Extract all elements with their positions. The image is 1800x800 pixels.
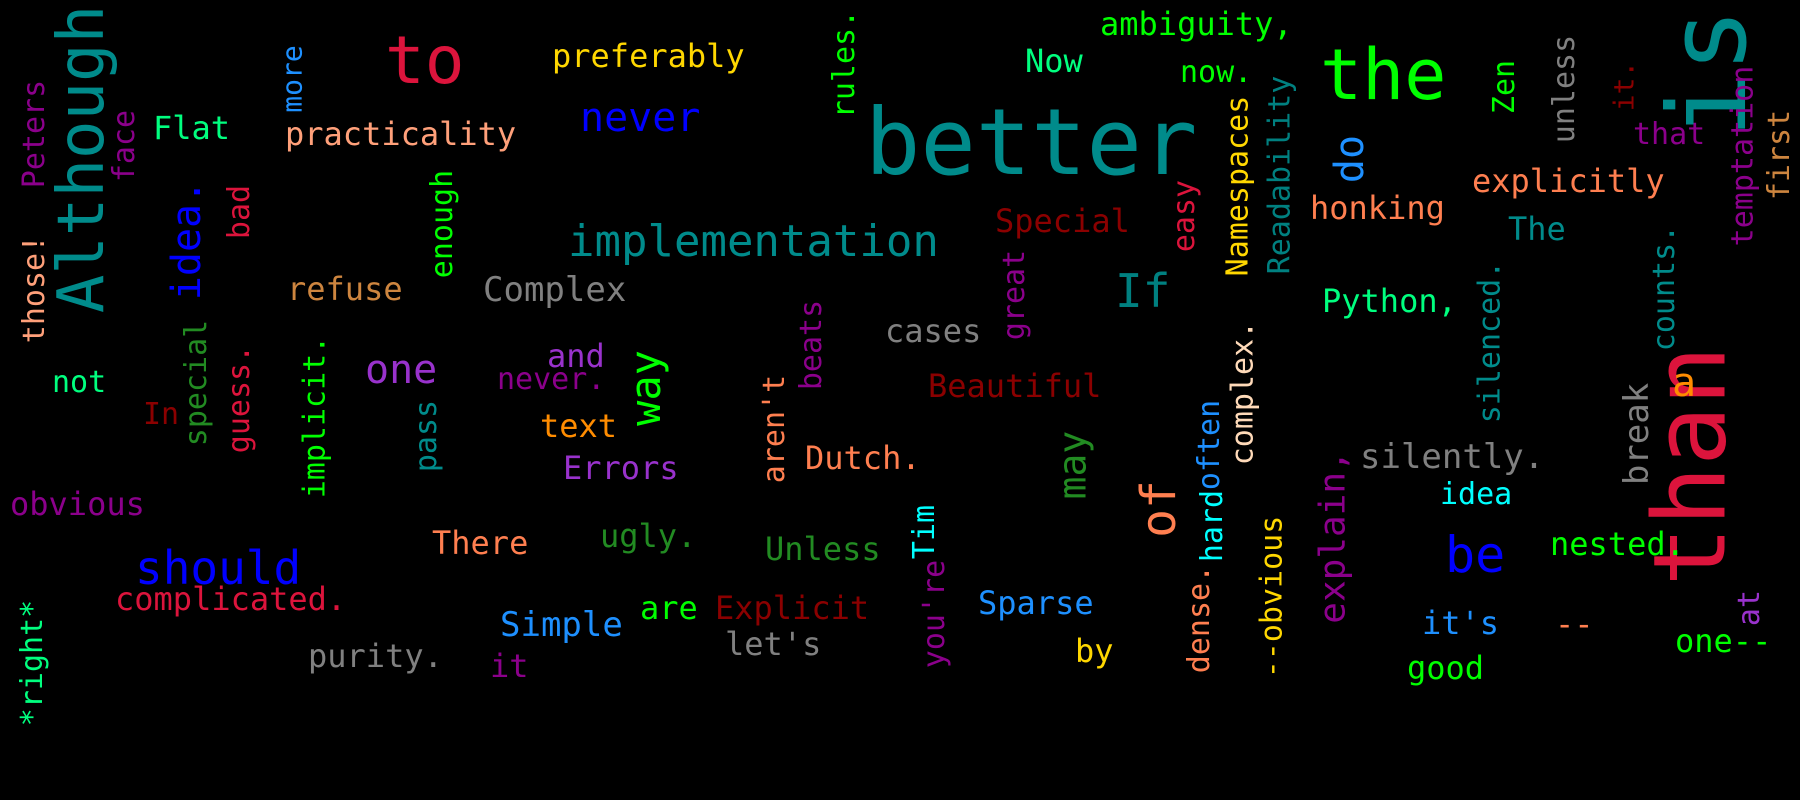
word-27: unless bbox=[1547, 34, 1583, 144]
word-81: implicit. bbox=[296, 335, 332, 498]
word-53: Unless bbox=[765, 530, 881, 568]
word-41: hard bbox=[1195, 489, 1231, 563]
word-36: silently. bbox=[1360, 437, 1545, 477]
word-30: temptation bbox=[1724, 65, 1760, 246]
word-75: enough bbox=[425, 169, 461, 279]
word-23: honking bbox=[1310, 189, 1445, 227]
word-77: Complex bbox=[483, 270, 627, 310]
word-63: easy bbox=[1167, 179, 1203, 253]
word-42: --obvious bbox=[1253, 515, 1289, 678]
word-91: complicated. bbox=[115, 580, 347, 618]
word-3: the bbox=[1320, 34, 1447, 116]
word-61: cases bbox=[885, 312, 982, 350]
word-82: pass bbox=[409, 399, 445, 473]
word-0: better bbox=[865, 89, 1198, 196]
word-39: complex. bbox=[1224, 320, 1260, 465]
word-7: of bbox=[1130, 480, 1187, 538]
word-88: In bbox=[143, 397, 180, 432]
word-37: idea bbox=[1440, 477, 1513, 512]
word-28: it. bbox=[1606, 60, 1640, 111]
word-87: not bbox=[52, 365, 107, 400]
word-89: obvious bbox=[10, 485, 145, 523]
word-48: good bbox=[1407, 649, 1485, 687]
word-15: idea. bbox=[164, 179, 211, 301]
word-32: counts. bbox=[1647, 224, 1683, 352]
word-10: never bbox=[580, 95, 701, 141]
word-93: Simple bbox=[500, 605, 623, 645]
word-16: Namespaces bbox=[1219, 95, 1255, 276]
word-29: that bbox=[1633, 117, 1706, 152]
word-65: Now bbox=[1025, 42, 1083, 80]
word-72: face bbox=[107, 109, 143, 183]
word-47: at bbox=[1732, 589, 1768, 627]
word-38: nested. bbox=[1550, 525, 1685, 563]
word-52: Tim bbox=[907, 504, 943, 560]
word-49: by bbox=[1075, 632, 1114, 670]
word-44: it's bbox=[1422, 604, 1500, 642]
word-83: and bbox=[547, 337, 605, 375]
word-26: Zen bbox=[1487, 59, 1523, 115]
word-59: aren't bbox=[757, 374, 793, 484]
word-78: those! bbox=[17, 234, 53, 344]
word-80: guess. bbox=[222, 344, 258, 454]
word-46: one-- bbox=[1675, 622, 1772, 660]
word-34: break bbox=[1617, 382, 1658, 486]
word-70: more bbox=[275, 44, 309, 113]
word-19: may bbox=[1049, 430, 1094, 499]
word-94: purity. bbox=[308, 637, 443, 675]
word-64: ambiguity, bbox=[1100, 5, 1293, 43]
word-45: -- bbox=[1555, 605, 1594, 643]
word-50: Sparse bbox=[978, 584, 1094, 622]
word-5: to bbox=[385, 22, 465, 99]
word-43: dense. bbox=[1182, 564, 1218, 674]
word-14: way bbox=[620, 350, 670, 426]
word-12: one bbox=[365, 347, 438, 393]
word-69: practicality bbox=[285, 115, 517, 153]
word-9: be bbox=[1445, 526, 1506, 584]
word-85: text bbox=[540, 407, 618, 445]
word-79: special bbox=[179, 319, 215, 447]
word-66: now. bbox=[1180, 55, 1253, 90]
word-17: Readability bbox=[1261, 75, 1297, 274]
word-20: Beautiful bbox=[928, 367, 1102, 405]
word-90: *right* bbox=[15, 599, 51, 727]
word-31: first bbox=[1762, 109, 1798, 201]
word-62: great bbox=[997, 249, 1033, 341]
word-25: The bbox=[1508, 210, 1566, 248]
word-86: Errors bbox=[563, 449, 679, 487]
word-60: beats bbox=[794, 299, 830, 391]
word-56: are bbox=[640, 589, 698, 627]
word-57: ugly. bbox=[600, 517, 697, 555]
word-95: it bbox=[490, 647, 529, 685]
word-21: Special bbox=[995, 202, 1130, 240]
word-8: should bbox=[135, 541, 302, 595]
word-74: bad bbox=[222, 184, 258, 240]
word-4: Although bbox=[45, 4, 120, 314]
word-58: Dutch. bbox=[805, 439, 921, 477]
word-6: implementation bbox=[568, 216, 939, 267]
word-40: often bbox=[1192, 399, 1228, 491]
word-54: Explicit bbox=[715, 589, 870, 627]
word-68: preferably bbox=[552, 37, 745, 75]
word-22: explicitly bbox=[1472, 162, 1665, 200]
word-33: a bbox=[1672, 360, 1697, 406]
word-84: never. bbox=[497, 362, 606, 397]
word-67: rules. bbox=[827, 9, 863, 119]
word-35: silenced. bbox=[1471, 260, 1507, 423]
word-24: Python, bbox=[1322, 282, 1457, 320]
word-13: If bbox=[1115, 264, 1171, 318]
word-92: There bbox=[432, 524, 529, 562]
word-18: do bbox=[1327, 134, 1374, 184]
word-51: you're bbox=[917, 559, 953, 669]
word-73: Peters bbox=[17, 79, 53, 189]
word-11: explain, bbox=[1312, 449, 1354, 624]
word-76: refuse bbox=[287, 270, 403, 308]
word-71: Flat bbox=[153, 109, 231, 147]
word-55: let's bbox=[725, 625, 822, 663]
